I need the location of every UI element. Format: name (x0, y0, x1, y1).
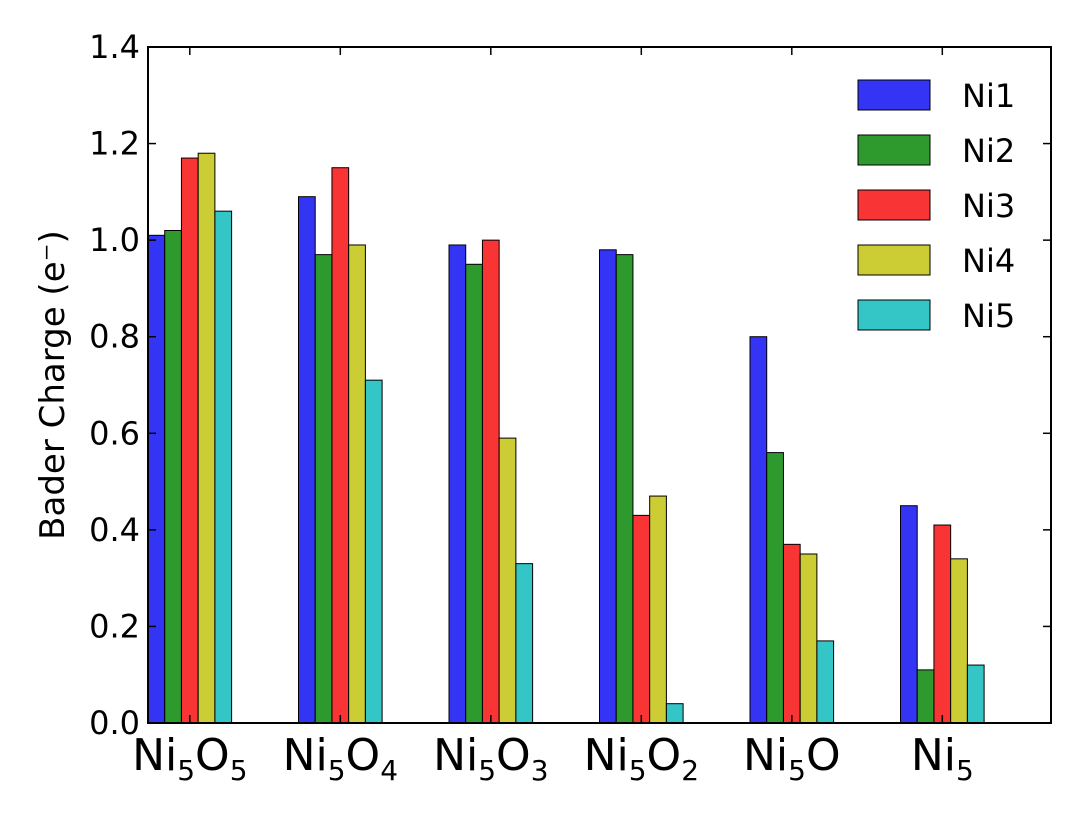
y-tick-label: 1.4 (89, 28, 140, 66)
bar-Ni5-Ni4 (950, 558, 968, 724)
bar-Ni5-Ni3 (933, 524, 952, 724)
x-tick-label-Ni5O3: Ni5O3 (433, 730, 548, 787)
y-tick-label: 1.0 (89, 221, 140, 259)
bar-Ni5O5-Ni2 (164, 229, 182, 724)
bar-Ni5O3-Ni4 (498, 437, 517, 724)
bar-Ni5O4-Ni3 (331, 167, 350, 724)
bar-Ni5O2-Ni2 (615, 254, 634, 724)
formula-part: O (496, 730, 531, 781)
formula-part: Ni (433, 730, 478, 781)
bar-Ni5O4-Ni5 (364, 379, 383, 724)
legend-label-Ni1: Ni1 (962, 77, 1015, 115)
bar-Ni5O5-Ni1 (147, 234, 166, 724)
legend-label-Ni5: Ni5 (962, 297, 1015, 335)
y-tick-label: 0.6 (89, 414, 140, 452)
plot-frame (147, 46, 1052, 724)
y-axis: 0.0 0.2 0.4 0.6 0.8 1.0 1.2 1.4 (89, 28, 1051, 742)
subscript: 5 (956, 754, 974, 787)
bar-Ni5O3-Ni1 (448, 244, 467, 724)
bar-Ni5O3-Ni3 (481, 239, 500, 724)
formula-part: O (195, 730, 230, 781)
bar-Ni5O5-Ni4 (197, 152, 216, 724)
bar-Ni5O4-Ni1 (298, 196, 316, 724)
bar-Ni5O2-Ni4 (649, 495, 667, 724)
subscript: 2 (681, 754, 699, 787)
x-tick-label-Ni5O5: Ni5O5 (132, 730, 247, 787)
bar-Ni5O-Ni3 (782, 543, 801, 724)
subscript: 5 (328, 754, 346, 787)
bar-Ni5O3-Ni5 (515, 563, 534, 724)
x-tick-label-Ni5: Ni5 (911, 730, 974, 787)
subscript: 5 (478, 754, 496, 787)
bar-Ni5-Ni2 (916, 669, 935, 724)
legend-swatch-Ni1 (857, 79, 931, 111)
y-tick-label: 0.0 (89, 704, 140, 742)
subscript: 5 (230, 754, 248, 787)
legend-swatch-Ni3 (857, 189, 931, 221)
formula-part: O (806, 730, 841, 781)
legend-swatch-Ni5 (857, 299, 931, 331)
bar-Ni5O-Ni4 (799, 553, 818, 724)
formula-part: Ni (584, 730, 629, 781)
bar-Ni5O4-Ni2 (314, 254, 333, 724)
legend-label-Ni3: Ni3 (962, 187, 1015, 225)
x-tick-label-Ni5O: Ni5O (743, 730, 841, 787)
subscript: 5 (629, 754, 647, 787)
y-tick-label: 0.8 (89, 318, 140, 356)
formula-part: Ni (132, 730, 177, 781)
bar-Ni5O4-Ni4 (348, 244, 366, 724)
bar-Ni5O5-Ni3 (180, 157, 199, 724)
y-tick-label: 1.2 (89, 125, 140, 163)
bar-Ni5O-Ni5 (816, 640, 835, 724)
legend-label-Ni2: Ni2 (962, 132, 1015, 170)
x-tick-label-Ni5O4: Ni5O4 (283, 730, 398, 787)
legend-swatch-Ni4 (857, 244, 931, 276)
bar-Ni5-Ni1 (900, 505, 918, 724)
formula-part: O (647, 730, 682, 781)
formula-part: Ni (283, 730, 328, 781)
x-tick-label-Ni5O2: Ni5O2 (584, 730, 699, 787)
formula-part: Ni (911, 730, 956, 781)
y-tick-label: 0.2 (89, 607, 140, 645)
y-axis-title: Bader Charge (e⁻) (33, 230, 73, 540)
bar-Ni5O2-Ni5 (665, 703, 684, 724)
formula-part: Ni (743, 730, 788, 781)
bars-layer (147, 152, 985, 724)
subscript: 5 (788, 754, 806, 787)
bar-Ni5-Ni5 (966, 664, 985, 724)
subscript: 4 (380, 754, 398, 787)
bar-Ni5O2-Ni1 (599, 249, 617, 724)
bar-Ni5O3-Ni2 (465, 263, 483, 724)
bar-Ni5O2-Ni3 (632, 514, 651, 724)
x-axis: Ni5O5 Ni5O4 Ni5O3 Ni5O2 Ni5O Ni5 (132, 47, 974, 787)
legend-swatch-Ni2 (857, 134, 931, 166)
legend-label-Ni4: Ni4 (962, 242, 1015, 280)
bar-Ni5O-Ni1 (749, 336, 768, 724)
subscript: 5 (177, 754, 195, 787)
bar-Ni5O5-Ni5 (214, 210, 233, 724)
legend: Ni1 Ni2 Ni3 Ni4 Ni5 (857, 77, 1015, 335)
bar-Ni5O-Ni2 (766, 452, 784, 724)
subscript: 3 (531, 754, 549, 787)
formula-part: O (346, 730, 381, 781)
y-tick-label: 0.4 (89, 511, 140, 549)
